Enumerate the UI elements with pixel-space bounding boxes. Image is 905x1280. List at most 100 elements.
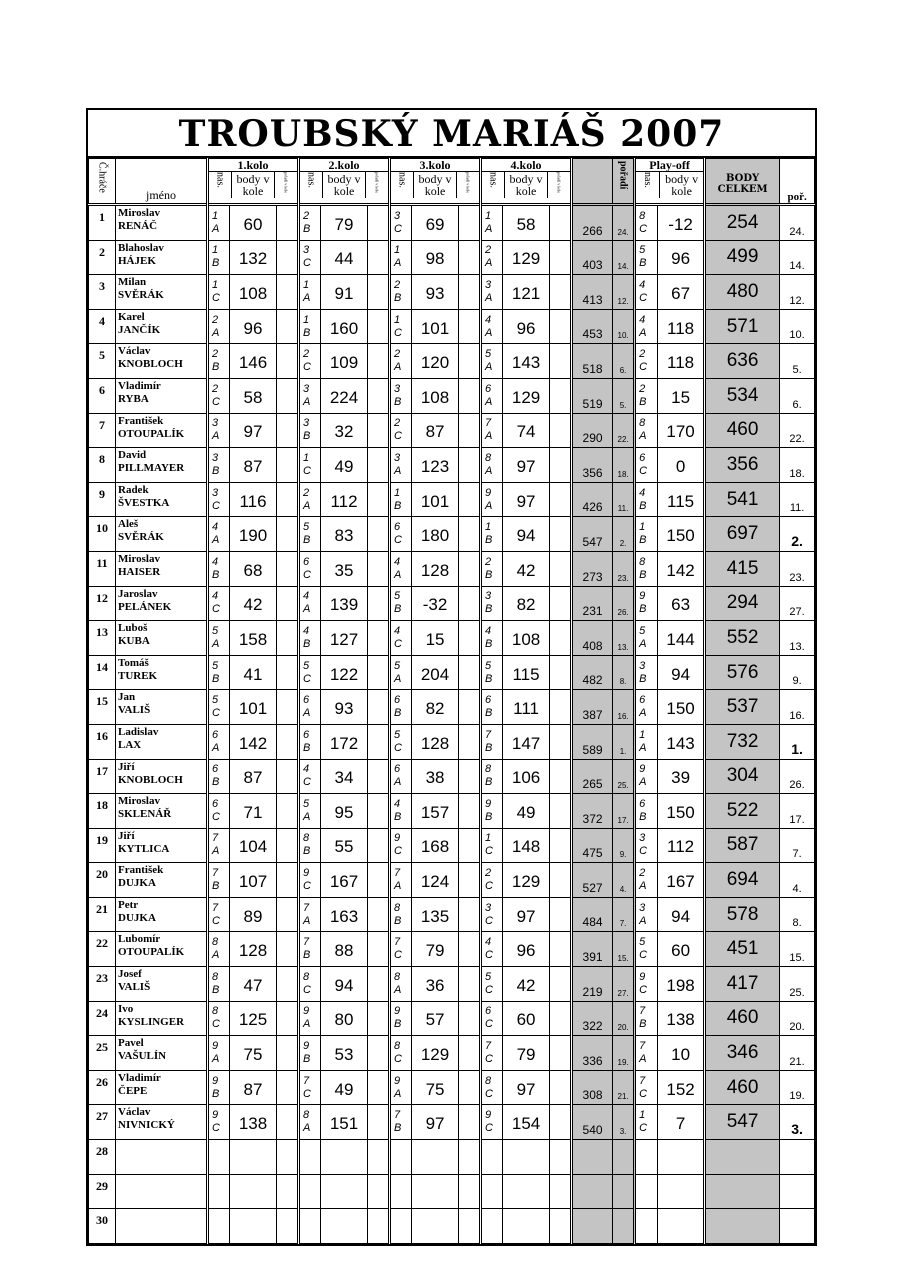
round-rank <box>458 1104 482 1141</box>
round-points <box>229 1208 277 1244</box>
round-points: 88 <box>320 931 369 968</box>
round-rank <box>458 758 482 795</box>
seat-letter: A <box>212 534 220 547</box>
first-name: David <box>118 449 147 462</box>
seat-letter: C <box>212 810 220 823</box>
round-points: 151 <box>320 1104 369 1141</box>
round-points: 138 <box>229 1104 277 1141</box>
round-points: 143 <box>502 343 551 379</box>
last-name: TUREK <box>118 669 158 682</box>
table-number: 6 <box>485 382 492 395</box>
round-points: 128 <box>411 723 460 760</box>
round-points: 49 <box>502 793 551 829</box>
round-points: 224 <box>320 377 369 414</box>
round-rank <box>458 343 482 379</box>
round-rank <box>549 308 573 345</box>
total-points: 534 <box>703 377 781 414</box>
last-name: DUJKA <box>118 877 156 890</box>
table-number: 8 <box>485 451 492 464</box>
round-points: 154 <box>502 1104 551 1141</box>
round-rank-label: pořadí v kole <box>556 172 562 194</box>
subtotal: 387 <box>570 689 614 725</box>
last-name: HAISER <box>118 565 161 578</box>
subtotal: 336 <box>570 1035 614 1071</box>
playoff-title: Play-off <box>636 159 704 172</box>
table-number: 5 <box>212 624 219 637</box>
player-name: Petr DUJKA <box>115 896 208 933</box>
points-label: body v kole <box>236 172 270 198</box>
table-number: 4 <box>212 555 219 568</box>
seat-letter: C <box>639 1087 648 1100</box>
final-rank: 8. <box>779 896 816 933</box>
table-number: 8 <box>639 555 646 568</box>
playoff-points: 60 <box>657 931 706 968</box>
table-number: 9 <box>639 590 646 603</box>
round-rank <box>458 1000 482 1037</box>
first-name: Vladimír <box>118 379 161 392</box>
table-number: 2 <box>303 209 310 222</box>
player-name: Václav NIVNICKÝ <box>115 1104 208 1141</box>
first-name: Petr <box>118 898 139 911</box>
round-points: 104 <box>229 827 277 864</box>
round-rank <box>367 1173 391 1210</box>
table-number: 6 <box>212 763 219 776</box>
seat-letter: A <box>639 707 647 720</box>
round-rank <box>458 274 482 310</box>
subtotal: 372 <box>570 793 614 829</box>
first-name: Radek <box>118 483 149 496</box>
round-points: 42 <box>502 966 551 1002</box>
round-rank <box>367 550 391 587</box>
seat-letter: C <box>303 776 311 789</box>
seat-letter: C <box>639 464 648 477</box>
table-number: 2 <box>639 382 646 395</box>
round-table-seat <box>479 1173 504 1210</box>
table-row: 12 Jaroslav PELÁNEK 4 C 42 4 A 139 5 B -32 3 B 82 231 26… <box>88 585 816 622</box>
round-points: 121 <box>502 274 551 310</box>
seat-letter: B <box>485 672 493 685</box>
subtotal-rank: 13. <box>612 620 636 656</box>
round-table-seat <box>297 1173 322 1210</box>
seat-letter: A <box>394 257 402 270</box>
seat-letter: B <box>212 776 220 789</box>
round-points: 147 <box>502 723 551 760</box>
seat-letter: C <box>212 603 220 616</box>
round-rank <box>275 447 300 483</box>
total-points: 499 <box>703 239 781 276</box>
playoff-points <box>657 1139 706 1175</box>
seat-letter: B <box>485 707 493 720</box>
round-title: 4.kolo <box>482 159 571 172</box>
seat-letter: A <box>303 603 311 616</box>
round-rank <box>367 481 391 518</box>
subtotal-rank: 17. <box>612 793 636 829</box>
round-points: 71 <box>229 793 277 829</box>
final-rank <box>779 1173 816 1210</box>
round-rank <box>458 793 482 829</box>
table-number: 2 <box>212 382 219 395</box>
last-name: DUJKA <box>118 911 156 924</box>
table-number: 3 <box>394 209 401 222</box>
table-number: 6 <box>394 763 401 776</box>
round-table-seat <box>297 1208 322 1244</box>
round-rank <box>458 1035 482 1071</box>
seat-letter: B <box>303 741 311 754</box>
subtotal: 356 <box>570 447 614 483</box>
seat-letter: B <box>485 810 493 823</box>
round-points <box>229 1173 277 1210</box>
subtotal: 308 <box>570 1069 614 1106</box>
round-rank <box>275 966 300 1002</box>
round-points <box>411 1173 460 1210</box>
table-row: 13 Luboš KUBA 5 A 158 4 B 127 4 C 15 4 B 108 408 13. 5 A 14… <box>88 620 816 656</box>
